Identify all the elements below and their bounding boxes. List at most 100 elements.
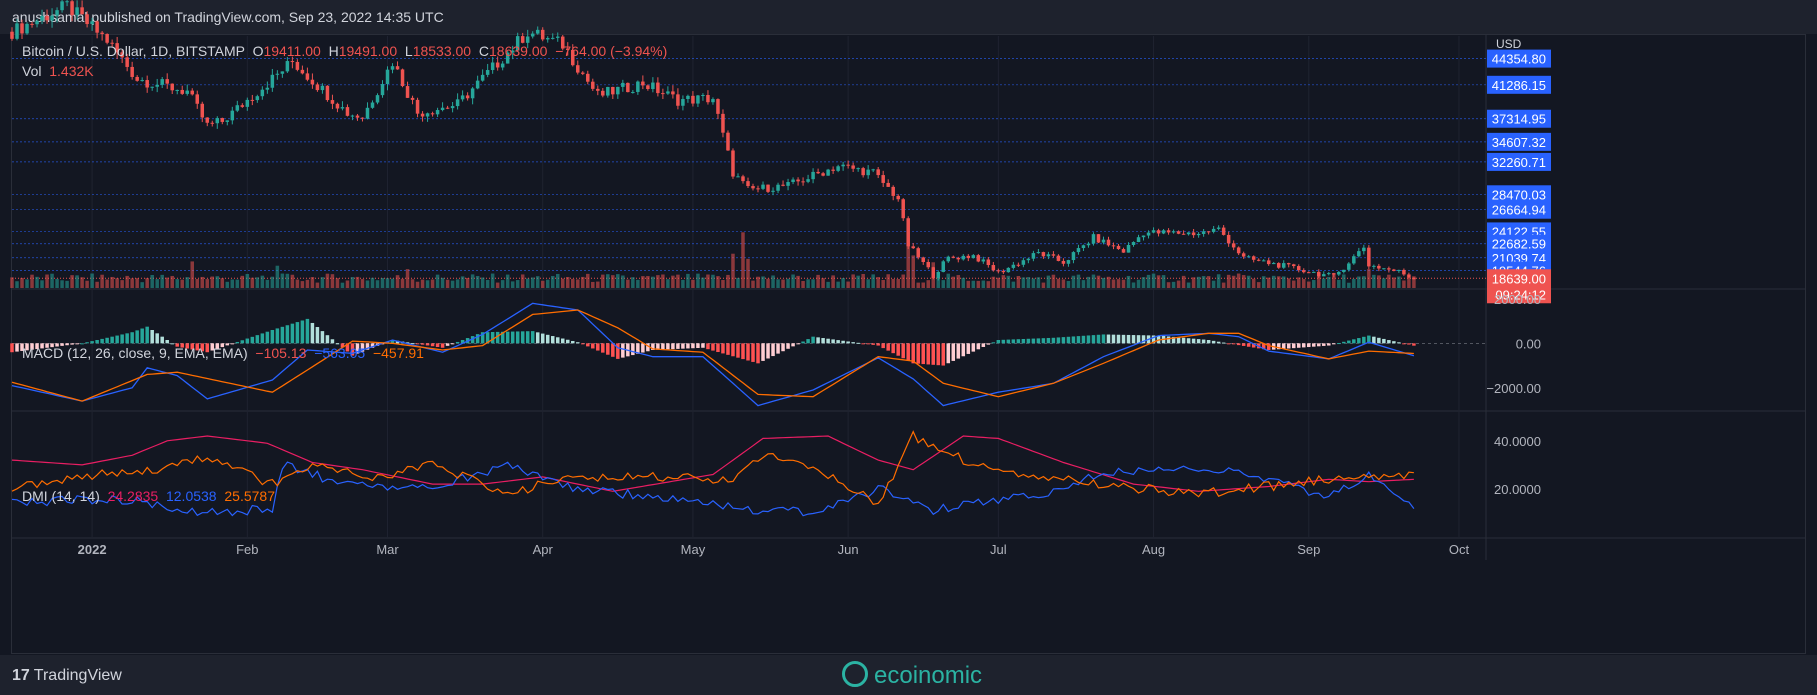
volume-bar: [245, 273, 250, 288]
volume-bar: [190, 261, 194, 288]
macd-histogram-bar: [836, 340, 840, 344]
macd-histogram-bar: [155, 333, 159, 344]
macd-histogram-bar: [545, 334, 550, 344]
tradingview-logo[interactable]: 17 TradingView: [12, 667, 122, 684]
volume-bar: [205, 279, 210, 288]
candle-body: [480, 74, 485, 81]
macd-histogram-bar: [811, 336, 815, 344]
candle-body: [901, 199, 905, 219]
volume-bar: [946, 273, 951, 288]
macd-histogram-bar: [555, 337, 560, 344]
candle-body: [1006, 267, 1011, 273]
candle-body: [721, 113, 725, 133]
volume-bar: [305, 279, 310, 288]
candle-body: [581, 72, 585, 74]
adx-line: [11, 435, 1414, 492]
volume-bar: [1161, 275, 1166, 288]
macd-histogram-bar: [1266, 343, 1271, 350]
candle-body: [375, 95, 380, 103]
macd-histogram-bar: [956, 343, 961, 359]
macd-histogram-bar: [490, 332, 495, 344]
candle-body: [656, 82, 660, 94]
candle-body: [105, 33, 109, 43]
volume-bar: [100, 274, 104, 288]
vol-label[interactable]: Vol: [22, 63, 42, 79]
volume-bar: [155, 279, 159, 288]
volume-bar: [455, 279, 460, 288]
macd-histogram-bar: [1372, 336, 1376, 344]
candle-body: [240, 105, 245, 107]
macd-histogram-bar: [1226, 343, 1231, 345]
candle-body: [15, 23, 19, 39]
volume-bar: [130, 278, 134, 288]
macd-label[interactable]: MACD (12, 26, close, 9, EMA, EMA): [22, 345, 248, 361]
macd-histogram-bar: [1066, 336, 1071, 344]
volume-bar: [681, 279, 685, 288]
x-axis-tick-label: 2022: [78, 542, 107, 557]
candle-body: [706, 94, 710, 103]
volume-bar: [40, 280, 44, 288]
volume-bar: [966, 280, 971, 288]
volume-bar: [1296, 277, 1301, 288]
candle-body: [986, 259, 991, 266]
candle-body: [175, 89, 179, 91]
candle-body: [345, 107, 350, 116]
candle-body: [305, 73, 310, 80]
candle-body: [25, 23, 29, 34]
macd-histogram-bar: [791, 343, 795, 347]
macd-histogram-bar: [1296, 343, 1301, 348]
volume-bar: [520, 274, 525, 288]
volume-bar: [811, 279, 815, 288]
volume-bar: [210, 276, 215, 288]
volume-bar: [636, 279, 640, 288]
dmi-label[interactable]: DMI (14, 14): [22, 488, 100, 504]
open-value: 19411.00: [263, 43, 321, 59]
candle-body: [360, 117, 365, 119]
volume-bar: [816, 274, 820, 288]
macd-histogram-bar: [430, 343, 435, 347]
volume-bar: [1116, 279, 1121, 288]
price-level-badge: [1487, 152, 1551, 171]
candle-body: [711, 99, 715, 103]
candle-body: [550, 37, 555, 39]
candle-body: [380, 84, 385, 96]
candle-body: [641, 81, 645, 86]
footer-bar: 17 TradingView ecoinomic: [0, 655, 1817, 695]
candle-body: [90, 21, 94, 25]
candle-body: [596, 88, 600, 91]
candle-body: [1246, 256, 1251, 258]
macd-histogram-bar: [651, 343, 655, 350]
candle-body: [756, 188, 760, 190]
macd-histogram-bar: [325, 335, 330, 344]
volume-bar: [676, 274, 680, 288]
macd-histogram-bar: [205, 343, 210, 353]
macd-histogram-bar: [1111, 334, 1116, 344]
volume-bar: [170, 275, 174, 288]
macd-histogram-bar: [1081, 335, 1086, 344]
macd-histogram-bar: [646, 343, 650, 352]
macd-histogram-bar: [330, 339, 335, 344]
macd-histogram-bar: [591, 343, 595, 349]
macd-histogram-bar: [425, 343, 430, 346]
symbol-name[interactable]: Bitcoin / U.S. Dollar, 1D, BITSTAMP: [22, 43, 245, 59]
volume-bar: [911, 255, 915, 288]
candle-body: [200, 103, 205, 118]
macd-histogram-bar: [140, 328, 144, 344]
candle-body: [170, 83, 174, 91]
candle-body: [956, 257, 961, 260]
macd-histogram-bar: [1211, 340, 1216, 344]
macd-histogram-bar: [85, 342, 89, 344]
candle-body: [726, 132, 730, 151]
volume-bar: [846, 281, 850, 288]
volume-bar: [490, 273, 495, 288]
macd-histogram-bar: [1251, 343, 1256, 348]
volume-bar: [115, 278, 119, 288]
candle-body: [205, 117, 210, 123]
candle-body: [1041, 252, 1046, 257]
candle-body: [886, 182, 890, 187]
macd-histogram-bar: [535, 332, 540, 344]
volume-bar: [120, 280, 124, 288]
volume-bar: [956, 275, 961, 288]
volume-bar: [370, 277, 375, 288]
